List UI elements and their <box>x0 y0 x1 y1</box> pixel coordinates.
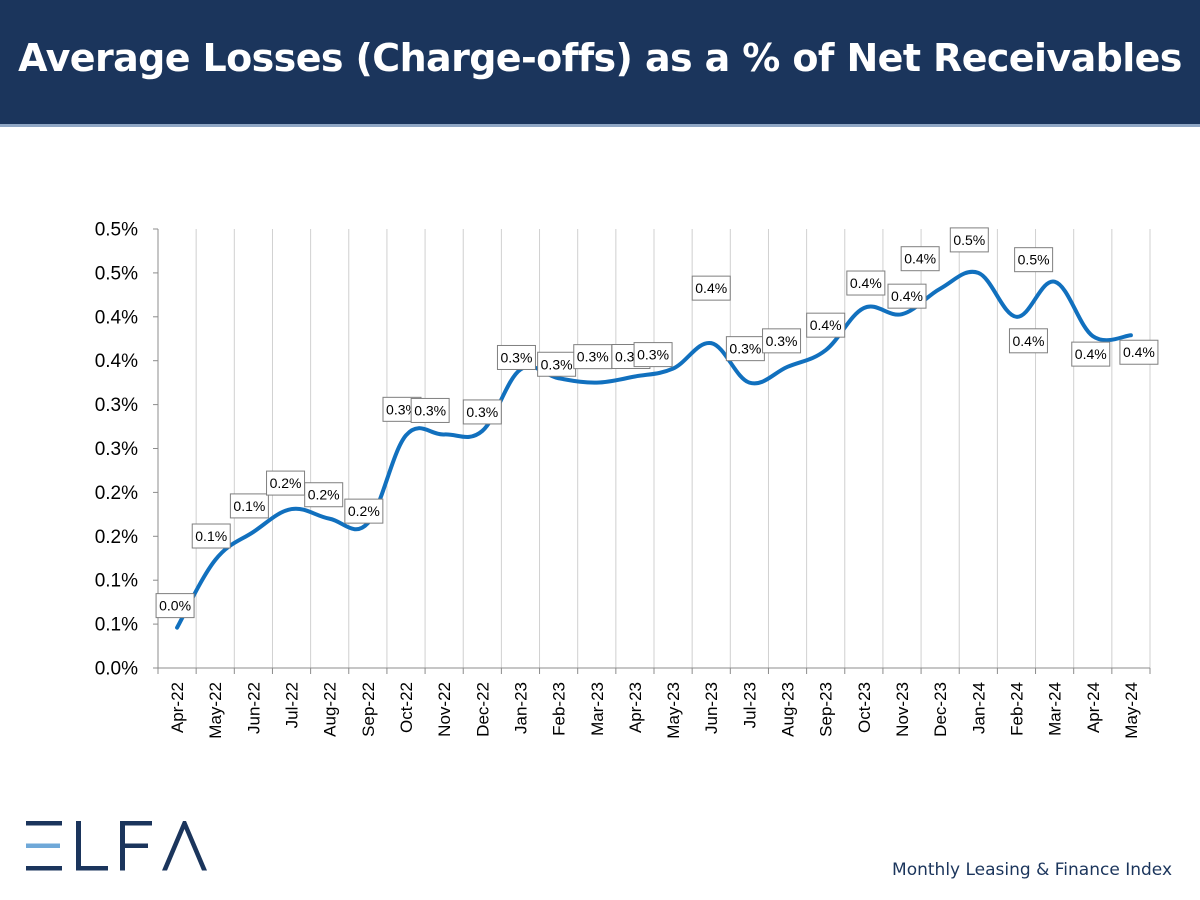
x-tick-label: Sep-23 <box>817 682 836 737</box>
x-tick-label: Jul-22 <box>283 682 302 728</box>
data-label-box <box>887 283 927 309</box>
data-label-box <box>496 344 536 370</box>
y-tick-label: 0.4% <box>95 307 138 328</box>
data-label-box <box>344 498 384 524</box>
x-tick-label: Jan-24 <box>969 682 988 734</box>
x-tick-label: May-24 <box>1122 682 1141 739</box>
data-label-box <box>155 593 195 619</box>
page-title: Average Losses (Charge-offs) as a % of N… <box>18 36 1182 80</box>
y-tick-label: 0.1% <box>95 615 138 636</box>
data-label: 0.4% <box>1123 344 1155 360</box>
data-label-box <box>725 336 765 362</box>
data-label-box <box>410 397 450 423</box>
y-tick-label: 0.5% <box>95 220 138 241</box>
x-tick-label: Nov-22 <box>435 682 454 737</box>
data-label-box <box>1014 247 1054 273</box>
data-label: 0.3% <box>466 404 498 420</box>
data-label-box <box>537 351 577 377</box>
x-tick-label: Jul-23 <box>740 682 759 728</box>
data-label: 0.1% <box>233 498 265 514</box>
data-label: 0.5% <box>1018 252 1050 268</box>
x-tick-label: Feb-24 <box>1007 682 1026 736</box>
x-tick-label: Jun-23 <box>702 682 721 734</box>
x-tick-label: Dec-22 <box>473 682 492 737</box>
data-label-box <box>1071 341 1111 367</box>
data-label-box <box>573 344 613 370</box>
data-label-box <box>191 523 231 549</box>
data-label: 0.3% <box>766 333 798 349</box>
data-label: 0.4% <box>810 317 842 333</box>
data-label-box <box>1008 328 1048 354</box>
data-label: 0.3% <box>729 341 761 357</box>
y-tick-label: 0.1% <box>95 571 138 592</box>
x-tick-label: Mar-24 <box>1046 682 1065 736</box>
data-label-box <box>1119 339 1159 365</box>
x-tick-label: Apr-22 <box>168 682 187 733</box>
x-tick-label: Sep-22 <box>359 682 378 737</box>
x-tick-label: Nov-23 <box>893 682 912 737</box>
x-tick-label: Apr-23 <box>626 682 645 733</box>
series-line <box>175 269 1133 630</box>
data-label: 0.2% <box>308 487 340 503</box>
data-label-box <box>229 493 269 519</box>
data-label: 0.4% <box>891 288 923 304</box>
data-label: 0.4% <box>850 275 882 291</box>
elfa-logo <box>26 821 207 871</box>
data-label-box <box>633 342 673 368</box>
data-label-box <box>846 270 886 296</box>
data-label: 0.3% <box>386 401 418 417</box>
data-label: 0.4% <box>904 251 936 267</box>
y-tick-label: 0.2% <box>95 527 138 548</box>
data-label: 0.3% <box>501 349 533 365</box>
data-label: 0.2% <box>270 475 302 491</box>
data-label: 0.4% <box>1013 333 1045 349</box>
y-tick-label: 0.2% <box>95 483 138 504</box>
x-tick-label: Feb-23 <box>550 682 569 736</box>
x-tick-label: Jan-23 <box>511 682 530 734</box>
data-label-box <box>949 227 989 253</box>
x-tick-label: Jun-22 <box>244 682 263 734</box>
x-tick-label: May-22 <box>206 682 225 739</box>
x-tick-label: Mar-23 <box>588 682 607 736</box>
y-tick-label: 0.3% <box>95 395 138 416</box>
x-tick-label: May-23 <box>664 682 683 739</box>
data-label: 0.5% <box>953 232 985 248</box>
x-tick-label: Oct-23 <box>855 682 874 733</box>
data-label: 0.1% <box>195 528 227 544</box>
x-tick-label: Aug-23 <box>779 682 798 737</box>
title-banner: Average Losses (Charge-offs) as a % of N… <box>0 0 1200 127</box>
x-tick-label: Aug-22 <box>321 682 340 737</box>
y-tick-label: 0.4% <box>95 351 138 372</box>
x-tick-label: Oct-22 <box>397 682 416 733</box>
data-label: 0.3% <box>637 347 669 363</box>
data-label: 0.3% <box>577 349 609 365</box>
data-label: 0.4% <box>695 280 727 296</box>
data-label: 0.0% <box>159 598 191 614</box>
y-tick-label: 0.0% <box>95 659 138 680</box>
data-label: 0.3% <box>541 356 573 372</box>
data-label: 0.4% <box>1075 346 1107 362</box>
data-label-box <box>691 275 731 301</box>
data-label-box <box>304 482 344 508</box>
data-label-box <box>462 399 502 425</box>
x-tick-label: Dec-23 <box>931 682 950 737</box>
index-name: Monthly Leasing & Finance Index <box>892 860 1172 880</box>
data-label-box <box>900 246 940 272</box>
x-tick-label: Apr-24 <box>1084 682 1103 733</box>
data-label: 0.3% <box>414 402 446 418</box>
data-label-box <box>762 328 802 354</box>
data-label: 0.2% <box>348 503 380 519</box>
y-tick-label: 0.5% <box>95 263 138 284</box>
y-tick-label: 0.3% <box>95 439 138 460</box>
data-label-box <box>806 312 846 338</box>
